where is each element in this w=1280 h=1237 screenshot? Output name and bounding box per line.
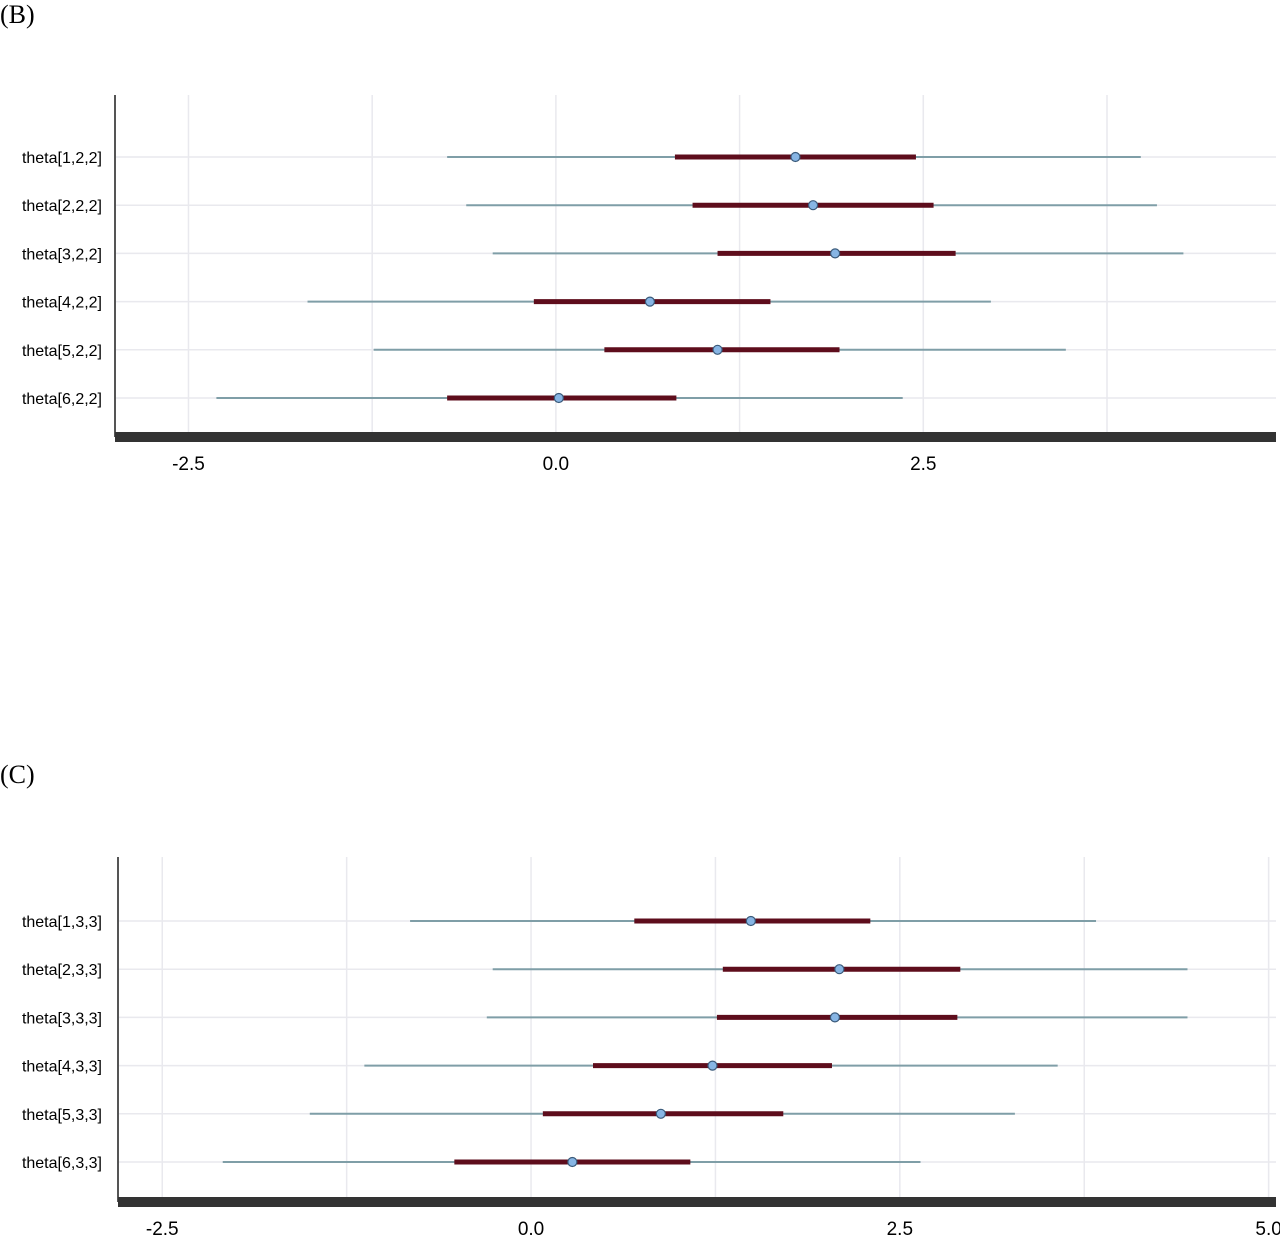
x-tick-label: 2.5 (887, 1219, 913, 1237)
median-point (553, 392, 564, 404)
x-tick-label: -2.5 (146, 1219, 179, 1237)
median-point (644, 296, 656, 307)
y-tick-label: theta[6,3,3] (22, 1155, 102, 1172)
median-point (745, 915, 756, 927)
panel-label-b: (B) (0, 0, 35, 29)
median-point (829, 1012, 841, 1023)
x-tick-label: 0.0 (543, 454, 569, 475)
median-point (707, 1060, 718, 1071)
y-tick-label: theta[6,2,2] (22, 391, 102, 408)
x-axis-bar (118, 1197, 1276, 1207)
median-point (567, 1156, 578, 1168)
median-point (712, 344, 723, 355)
median-point (790, 151, 801, 163)
y-tick-label: theta[1,2,2] (22, 150, 102, 167)
y-tick-label: theta[4,3,3] (22, 1059, 102, 1076)
median-point (807, 200, 819, 211)
median-point (655, 1108, 666, 1119)
y-tick-label: theta[3,3,3] (22, 1010, 102, 1027)
x-tick-label: 0.0 (518, 1219, 544, 1237)
x-tick-label: 2.5 (910, 454, 936, 475)
forest-plot-b: -2.5 0.0 2.5 theta[1,2,2] theta[2,2,2] theta[… (22, 95, 1276, 475)
median-point (830, 248, 841, 259)
x-tick-label: -2.5 (172, 454, 205, 475)
y-tick-label: theta[5,3,3] (22, 1107, 102, 1124)
y-tick-label: theta[5,2,2] (22, 343, 102, 360)
y-tick-label: theta[2,2,2] (22, 198, 102, 215)
median-point (834, 964, 845, 975)
panel-label-c: (C) (0, 760, 35, 789)
x-tick-label: 5.0 (1255, 1219, 1280, 1237)
y-tick-label: theta[2,3,3] (22, 962, 102, 979)
y-tick-label: theta[3,2,2] (22, 246, 102, 263)
y-tick-label: theta[1,3,3] (22, 914, 102, 931)
forest-plot-c: -2.5 0.0 2.5 5.0 theta[1,3,3] theta[2,3,3] the… (22, 857, 1280, 1237)
y-tick-label: theta[4,2,2] (22, 295, 102, 312)
x-axis-bar (115, 432, 1276, 442)
